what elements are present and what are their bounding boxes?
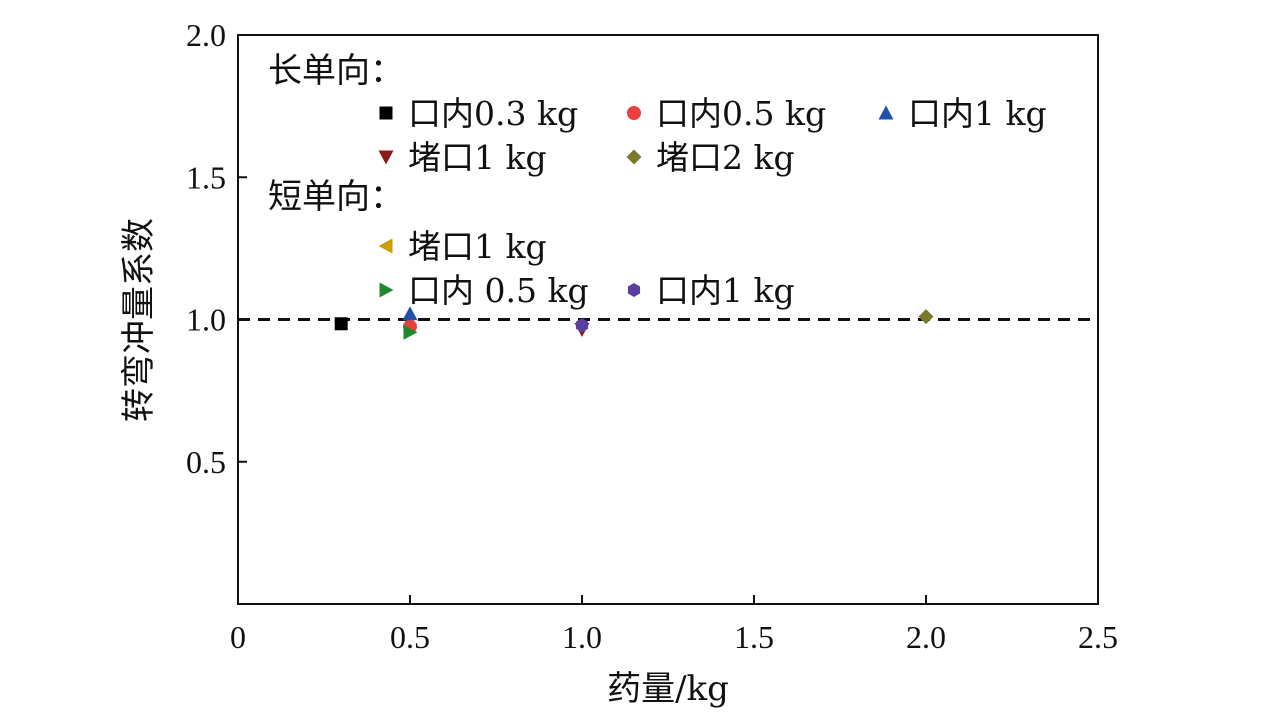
- x-axis-label: 药量/kg: [607, 669, 729, 709]
- legend-marker: [627, 106, 641, 120]
- x-tick-label: 1.0: [562, 619, 602, 655]
- y-tick-label: 2.0: [186, 17, 226, 53]
- x-tick-label: 1.5: [734, 619, 774, 655]
- x-tick-label: 2.0: [906, 619, 946, 655]
- legend-marker: [626, 149, 642, 165]
- legend-entry: 堵口1 kg: [408, 227, 547, 266]
- axis-tick-labels: 0 0.5 1.0 1.5 2.0 2.5 0.5 1.0 1.5 2.0: [186, 17, 1118, 655]
- x-tick-label: 0.5: [390, 619, 430, 655]
- legend: 长单向：口内0.3 kg 口内0.5 kg 口内1 kg 堵口1 kg 堵口2 kg 短单…: [268, 51, 1047, 310]
- y-axis-label: 转弯冲量系数: [119, 218, 159, 422]
- data-point: [402, 306, 418, 321]
- legend-entry: 堵口2 kg: [656, 138, 795, 177]
- data-point: [575, 318, 589, 333]
- legend-entry: 口内 0.5 kg: [408, 271, 589, 310]
- legend-marker: [378, 238, 393, 254]
- x-tick-label: 0: [230, 619, 246, 655]
- legend-group-heading: 短单向：: [268, 177, 404, 217]
- legend-marker: [627, 283, 641, 297]
- data-points: [334, 306, 934, 340]
- x-tick-label: 2.5: [1078, 619, 1118, 655]
- legend-entry: 堵口1 kg: [408, 138, 547, 177]
- legend-marker: [379, 282, 394, 298]
- legend-marker: [379, 106, 393, 120]
- legend-entry: 口内1 kg: [908, 94, 1047, 133]
- legend-marker: [378, 150, 394, 165]
- data-point: [918, 309, 934, 325]
- y-tick-label: 1.5: [186, 159, 226, 195]
- legend-entry: 口内0.3 kg: [408, 94, 578, 133]
- data-point: [403, 324, 418, 340]
- legend-group-heading: 长单向：: [268, 51, 404, 91]
- data-point: [334, 317, 348, 331]
- y-tick-label: 1.0: [186, 302, 226, 338]
- legend-marker: [878, 105, 894, 120]
- legend-entry: 口内0.5 kg: [656, 94, 826, 133]
- legend-entry: 口内1 kg: [656, 271, 795, 310]
- y-tick-label: 0.5: [186, 444, 226, 480]
